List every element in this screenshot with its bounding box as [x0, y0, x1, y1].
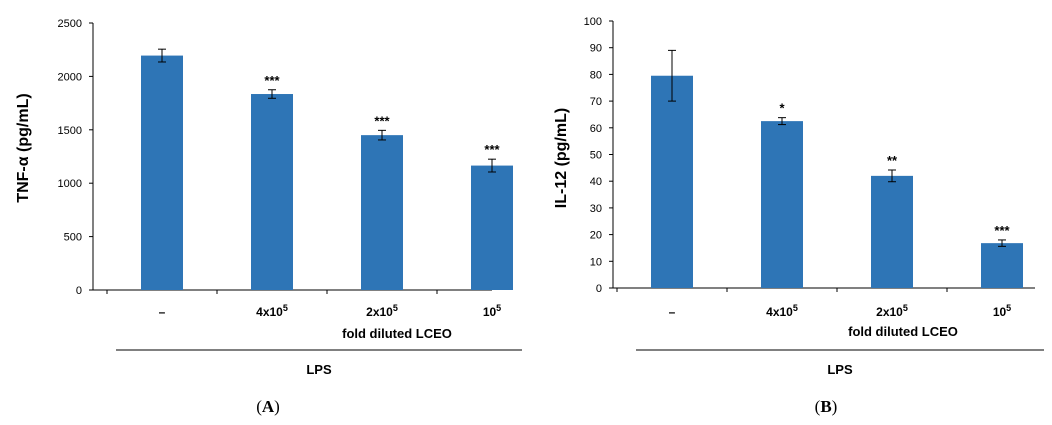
panel-a-y-tick-label: 2000 [58, 71, 82, 83]
panel-b-bar [651, 75, 693, 288]
chart-panel-a: 0 500 1000 1500 2000 2500 TNF-α (pg/mL) – *** 4x1… [15, 18, 522, 416]
panel-b-x-axis-label: fold diluted LCEO [848, 324, 958, 339]
panel-b-category-label: 2x105 [876, 303, 908, 319]
panel-b-y-tick-label: 10 [590, 256, 602, 268]
chart-panel-b: 0 10 20 30 40 50 60 70 80 90 100 IL-12 (pg/mL) – * 4x1… [553, 16, 1044, 416]
panel-a-y-tick-label: 500 [64, 232, 82, 244]
panel-b-significance-label: ** [887, 153, 898, 168]
panel-b-y-tick-label: 80 [590, 69, 602, 81]
panel-a-panel-label: (A) [256, 397, 280, 416]
panel-b-y-tick-label: 40 [590, 176, 602, 188]
panel-a-significance-label: *** [264, 73, 280, 88]
panel-a-category-label: 105 [483, 303, 501, 319]
panel-a-category-label: 4x105 [256, 303, 288, 319]
panel-a-category-label: 2x105 [366, 303, 398, 319]
panel-a-group-label: LPS [306, 362, 332, 377]
panel-a-y-tick-label: 0 [76, 285, 82, 297]
panel-a-y-tick-label: 1500 [58, 125, 82, 137]
panel-b-bar [871, 175, 913, 288]
panel-a-bar [251, 94, 293, 290]
panel-a-significance-label: *** [484, 142, 500, 157]
panel-a-bar [141, 55, 183, 290]
panel-a-y-tick-label: 1000 [58, 178, 82, 190]
panel-b-y-tick-label: 50 [590, 150, 602, 162]
panel-b-category-label: – [669, 305, 676, 319]
panel-b-bar [981, 243, 1023, 288]
panel-b-y-tick-label: 30 [590, 203, 602, 215]
panel-b-group-label: LPS [827, 362, 853, 377]
panel-a-category-label: – [159, 305, 166, 319]
panel-b-y-tick-label: 70 [590, 96, 602, 108]
panel-b-y-tick-label: 100 [584, 16, 602, 28]
panel-a-y-axis-label: TNF-α (pg/mL) [15, 93, 32, 202]
panel-b-significance-label: *** [994, 223, 1010, 238]
panel-a-bar [471, 165, 513, 290]
panel-b-y-axis-label: IL-12 (pg/mL) [553, 108, 570, 208]
panel-b-significance-label: * [779, 101, 785, 116]
panel-b-panel-label: (B) [815, 397, 838, 416]
panel-a-bar [361, 135, 403, 290]
panel-a-x-axis-label: fold diluted LCEO [342, 326, 452, 341]
panel-b-y-tick-label: 0 [596, 283, 602, 295]
panel-b-y-tick-label: 60 [590, 123, 602, 135]
panel-b-bar [761, 121, 803, 288]
panel-a-significance-label: *** [374, 113, 390, 128]
panel-b-y-tick-label: 20 [590, 230, 602, 242]
panel-b-category-label: 4x105 [766, 303, 798, 319]
panel-b-y-tick-label: 90 [590, 43, 602, 55]
panel-a-y-tick-label: 2500 [58, 18, 82, 30]
panel-b-category-label: 105 [993, 303, 1011, 319]
